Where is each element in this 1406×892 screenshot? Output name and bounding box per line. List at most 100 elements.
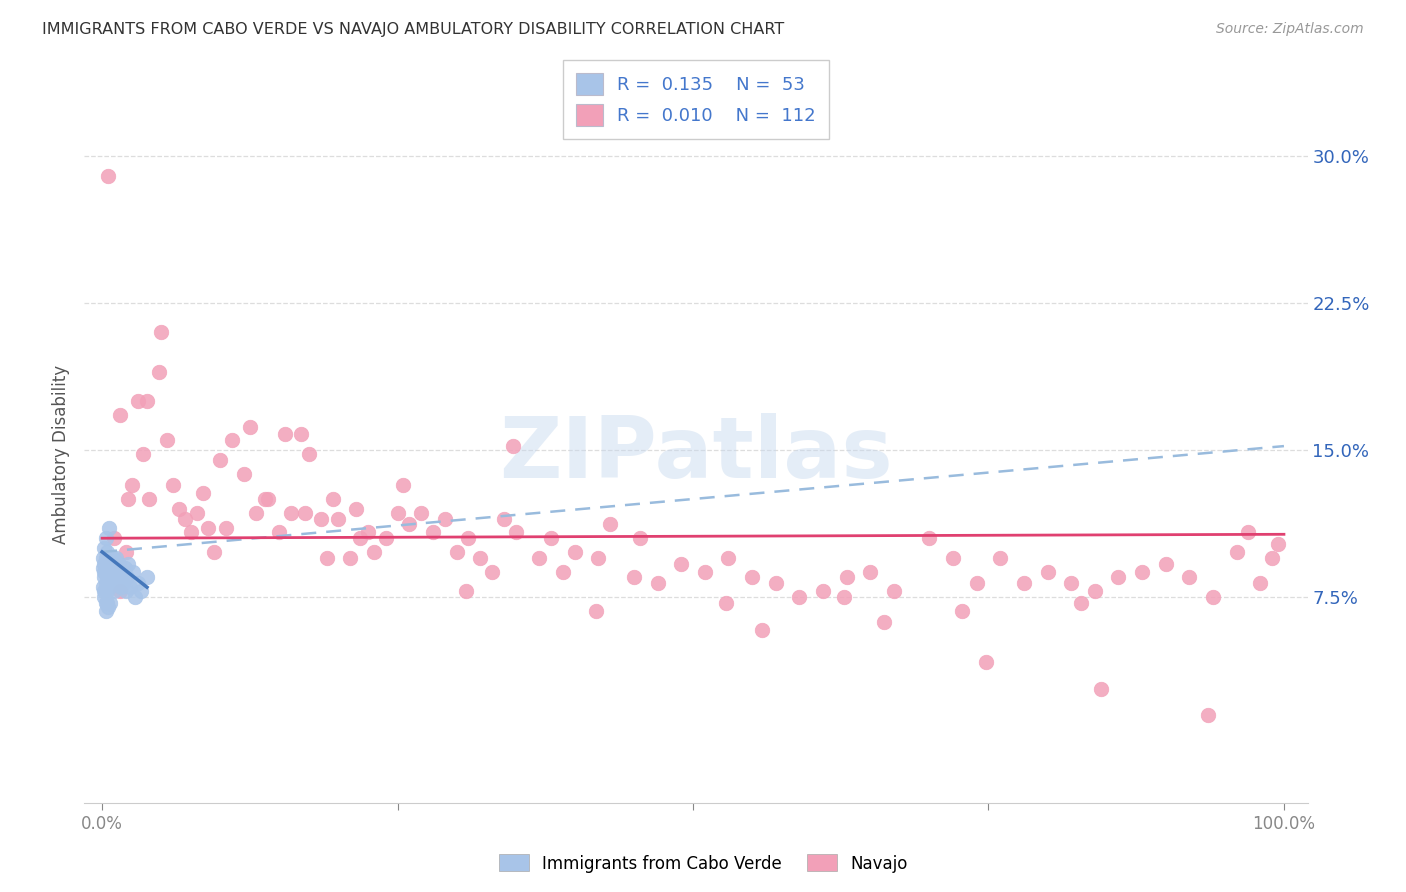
Point — [411, 506, 433, 520]
Point — [100, 565, 122, 579]
Point — [91, 580, 114, 594]
Point — [239, 419, 262, 434]
Point — [1070, 596, 1092, 610]
Point — [232, 467, 254, 481]
Point — [94, 531, 117, 545]
Point — [191, 486, 214, 500]
Point — [623, 570, 645, 584]
Point — [502, 439, 524, 453]
Point — [98, 576, 121, 591]
Point — [988, 550, 1011, 565]
Point — [93, 565, 115, 579]
Point — [344, 501, 367, 516]
Point — [1108, 570, 1130, 584]
Point — [859, 565, 882, 579]
Point — [91, 550, 114, 565]
Point — [97, 570, 120, 584]
Point — [101, 570, 124, 584]
Point — [585, 604, 607, 618]
Text: Source: ZipAtlas.com: Source: ZipAtlas.com — [1216, 22, 1364, 37]
Point — [105, 570, 128, 584]
Point — [156, 434, 179, 448]
Point — [93, 541, 115, 555]
Point — [100, 550, 122, 565]
Point — [588, 550, 610, 565]
Point — [221, 434, 243, 448]
Point — [103, 531, 125, 545]
Point — [124, 590, 146, 604]
Point — [966, 576, 988, 591]
Point — [98, 550, 121, 565]
Point — [647, 576, 669, 591]
Point — [209, 452, 232, 467]
Point — [107, 557, 129, 571]
Point — [129, 584, 152, 599]
Point — [215, 521, 238, 535]
Point — [111, 565, 134, 579]
Point — [398, 517, 420, 532]
Point — [93, 590, 115, 604]
Point — [114, 545, 136, 559]
Point — [433, 511, 456, 525]
Point — [481, 565, 503, 579]
Point — [974, 655, 997, 669]
Point — [942, 550, 965, 565]
Point — [628, 531, 651, 545]
Point — [322, 491, 344, 506]
Legend: Immigrants from Cabo Verde, Navajo: Immigrants from Cabo Verde, Navajo — [492, 847, 914, 880]
Point — [127, 576, 149, 591]
Point — [94, 550, 117, 565]
Point — [1267, 537, 1289, 551]
Point — [173, 511, 195, 525]
Text: ZIPatlas: ZIPatlas — [499, 413, 893, 497]
Point — [114, 560, 136, 574]
Point — [693, 565, 716, 579]
Point — [387, 506, 409, 520]
Point — [101, 550, 124, 565]
Point — [114, 584, 136, 599]
Point — [298, 447, 321, 461]
Point — [529, 550, 551, 565]
Point — [132, 447, 155, 461]
Point — [540, 531, 562, 545]
Point — [93, 570, 115, 584]
Point — [717, 550, 740, 565]
Point — [505, 525, 527, 540]
Point — [97, 599, 120, 614]
Point — [94, 604, 117, 618]
Point — [96, 545, 118, 559]
Point — [422, 525, 444, 540]
Point — [457, 531, 479, 545]
Point — [456, 584, 478, 599]
Point — [104, 557, 127, 571]
Point — [349, 531, 371, 545]
Point — [339, 550, 361, 565]
Point — [1202, 590, 1225, 604]
Point — [93, 557, 115, 571]
Point — [309, 511, 332, 525]
Point — [108, 570, 131, 584]
Point — [110, 580, 132, 594]
Point — [107, 565, 129, 579]
Point — [96, 596, 118, 610]
Point — [1060, 576, 1083, 591]
Point — [197, 521, 219, 535]
Point — [741, 570, 763, 584]
Point — [952, 604, 974, 618]
Point — [162, 478, 184, 492]
Point — [1178, 570, 1201, 584]
Point — [1249, 576, 1271, 591]
Point — [97, 557, 120, 571]
Point — [873, 615, 896, 630]
Point — [136, 570, 159, 584]
Point — [714, 596, 737, 610]
Point — [202, 545, 225, 559]
Point — [97, 169, 120, 183]
Point — [492, 511, 515, 525]
Point — [290, 427, 312, 442]
Point — [103, 584, 125, 599]
Point — [751, 624, 773, 638]
Point — [167, 501, 190, 516]
Point — [105, 550, 128, 565]
Point — [1036, 565, 1059, 579]
